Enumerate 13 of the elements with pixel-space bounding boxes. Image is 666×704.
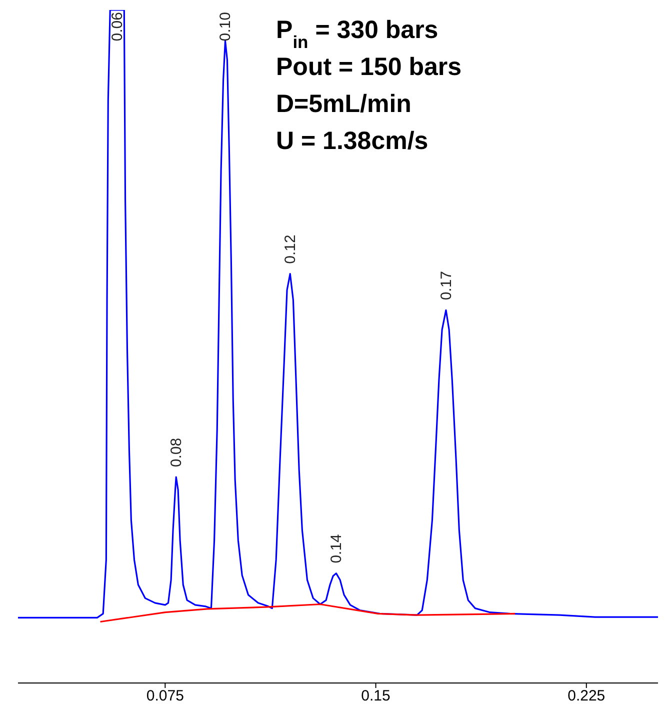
annotation: 0.14 xyxy=(328,534,346,564)
x-tick-label: 0.225 xyxy=(568,688,606,704)
x-tick-label: 0.075 xyxy=(146,688,184,704)
annotation: U = 1.38cm/s xyxy=(276,127,428,155)
annotation: P$_{in}$ = 330 bars xyxy=(276,16,438,52)
annotation: 0.17 xyxy=(438,270,455,300)
annotation: 0.10 xyxy=(217,12,234,42)
annotation: 0.08 xyxy=(168,438,186,468)
annotation: Pout = 150 bars xyxy=(276,53,462,81)
annotation: 0.12 xyxy=(282,234,300,264)
annotation: D=5mL/min xyxy=(276,90,412,118)
x-tick-label: 0.15 xyxy=(361,688,390,704)
annotation: 0.06 xyxy=(109,12,126,42)
